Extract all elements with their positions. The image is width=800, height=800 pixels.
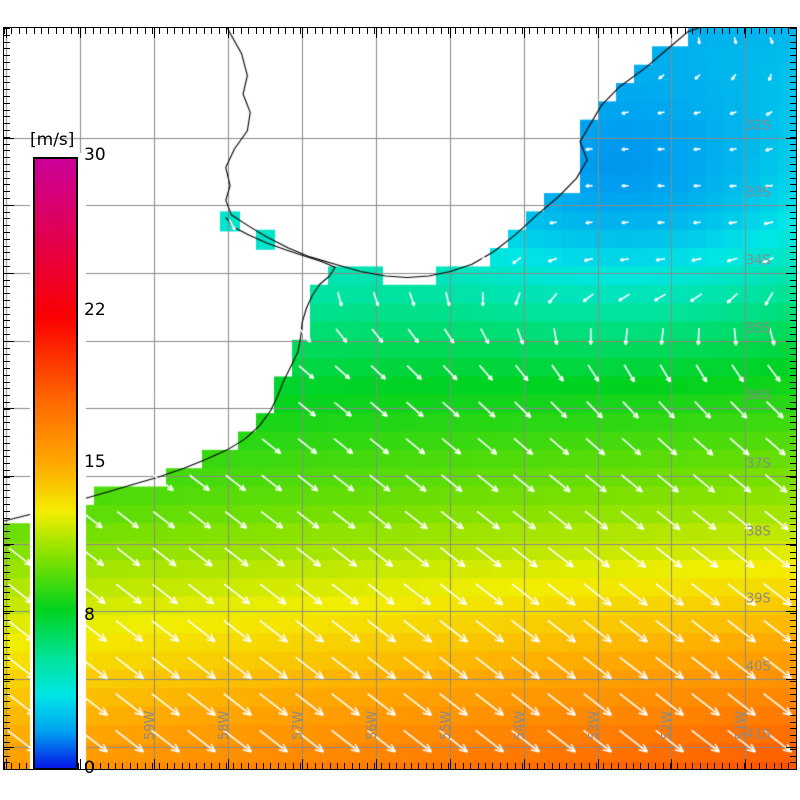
latitude-label-32S: 32S [746, 118, 771, 134]
colorbar-tick-8: 8 [84, 605, 95, 625]
latitude-label-40S: 40S [746, 659, 771, 675]
latitude-label-35S: 35S [746, 321, 771, 337]
colorbar-gradient [35, 159, 76, 768]
colorbar-tick-22: 22 [84, 300, 106, 320]
latitude-label-36S: 36S [746, 388, 771, 404]
colorbar-tick-0: 0 [84, 758, 95, 778]
latitude-label-39S: 39S [746, 591, 771, 607]
colorbar[interactable] [33, 157, 78, 770]
latitude-label-34S: 34S [746, 253, 771, 269]
latitude-label-33S: 33S [746, 185, 771, 201]
longitude-label-58W: 58W [217, 710, 232, 740]
map-plot-area[interactable]: 32S 33S 34S 35S 36S 37S 38S 39S 40S 41S 59W 58W 57W… [3, 27, 797, 770]
colorbar-tick-30: 30 [84, 145, 106, 165]
wind-speed-heatmap-canvas [4, 28, 796, 769]
longitude-label-53W: 53W [587, 710, 602, 740]
axis-ticks-left [4, 28, 14, 769]
axis-ticks-bottom [4, 759, 796, 769]
latitude-label-37S: 37S [746, 456, 771, 472]
latitude-label-41S: 41S [746, 727, 771, 743]
latitude-label-38S: 38S [746, 524, 771, 540]
longitude-label-54W: 54W [513, 710, 528, 740]
axis-ticks-right [786, 28, 796, 769]
longitude-label-56W: 56W [365, 710, 380, 740]
colorbar-tick-15: 15 [84, 452, 106, 472]
longitude-label-57W: 57W [291, 710, 306, 740]
longitude-label-52W: 52W [660, 710, 675, 740]
longitude-label-51W: 51W [734, 710, 749, 740]
axis-ticks-top [4, 28, 796, 38]
longitude-label-55W: 55W [439, 710, 454, 740]
longitude-label-59W: 59W [143, 710, 158, 740]
colorbar-unit-label: [m/s] [30, 130, 75, 150]
